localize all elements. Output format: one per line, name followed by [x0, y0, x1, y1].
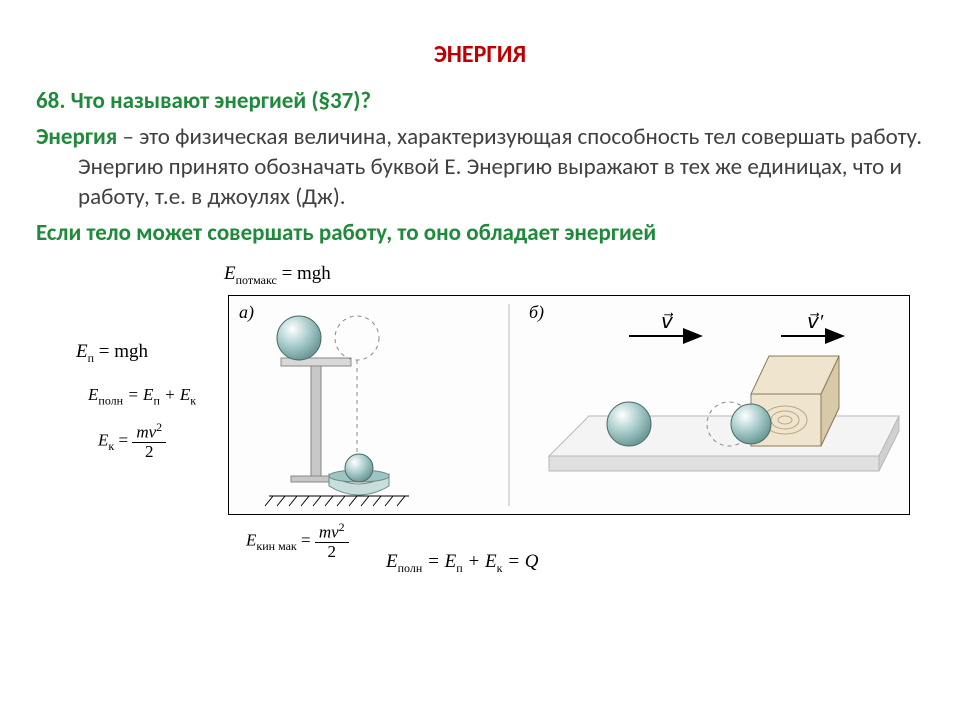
sym: E [76, 341, 88, 362]
sub: кин мак [256, 538, 296, 552]
mid: + E [160, 385, 190, 404]
mid: = E [422, 551, 456, 572]
panel-a-label: а) [239, 302, 254, 323]
vector-vprime: v⃗′ [807, 311, 824, 333]
rhs: = mgh [94, 341, 148, 362]
fraction: mv2 2 [315, 521, 349, 562]
sub: к [108, 438, 114, 452]
conclusion: Если тело может совершать работу, то оно… [36, 219, 924, 249]
definition-text: – это физическая величина, характеризующ… [78, 123, 922, 211]
panel-b-label: б) [529, 302, 544, 323]
mid: + E [463, 551, 497, 572]
sub: полн [398, 560, 423, 574]
sub: потмакс [236, 272, 277, 286]
den: 2 [315, 543, 349, 562]
formula-EpolnQ: Eполн = Eп + Eк = Q [386, 551, 538, 576]
slide: ЭНЕРГИЯ 68. Что называют энергией (§37)?… [0, 0, 960, 619]
term: Энергия [36, 123, 117, 151]
sym: E [246, 530, 256, 549]
definition-para: Энергия – это физическая величина, харак… [36, 123, 924, 213]
question-line: 68. Что называют энергией (§37)? [36, 87, 924, 115]
rhs: = mgh [277, 263, 331, 284]
vector-v: v⃗ [661, 311, 674, 333]
tail: = Q [502, 551, 538, 572]
formula-EkinMax: Eкин мак = mv2 2 [246, 521, 349, 562]
formula-Ep: Eп = mgh [76, 341, 148, 366]
formula-region: Eпотмакс = mgh Eп = mgh Eполн = Eп + Eк … [36, 259, 924, 599]
sym: E [224, 263, 236, 284]
sub: к [190, 393, 196, 407]
sup: 2 [339, 520, 345, 534]
sub: полн [98, 393, 123, 407]
sym: E [88, 385, 98, 404]
formula-Epoln: Eполн = Eп + Eк [88, 385, 196, 408]
page-title: ЭНЕРГИЯ [36, 40, 924, 69]
formula-Ek: Eк = mv2 2 [98, 421, 166, 462]
sym: E [386, 551, 398, 572]
diagram: а) б) [228, 295, 910, 515]
mid: = E [123, 385, 153, 404]
num: mv [136, 422, 156, 441]
diagram-svg: v⃗ v⃗′ [229, 296, 909, 514]
formula-EpotMax: Eпотмакс = mgh [224, 263, 331, 288]
sym: E [98, 430, 108, 449]
panel-b: v⃗ v⃗′ [549, 311, 899, 471]
fraction: mv2 2 [132, 421, 166, 462]
num: mv [319, 522, 339, 541]
sup: 2 [156, 420, 162, 434]
den: 2 [132, 443, 166, 462]
